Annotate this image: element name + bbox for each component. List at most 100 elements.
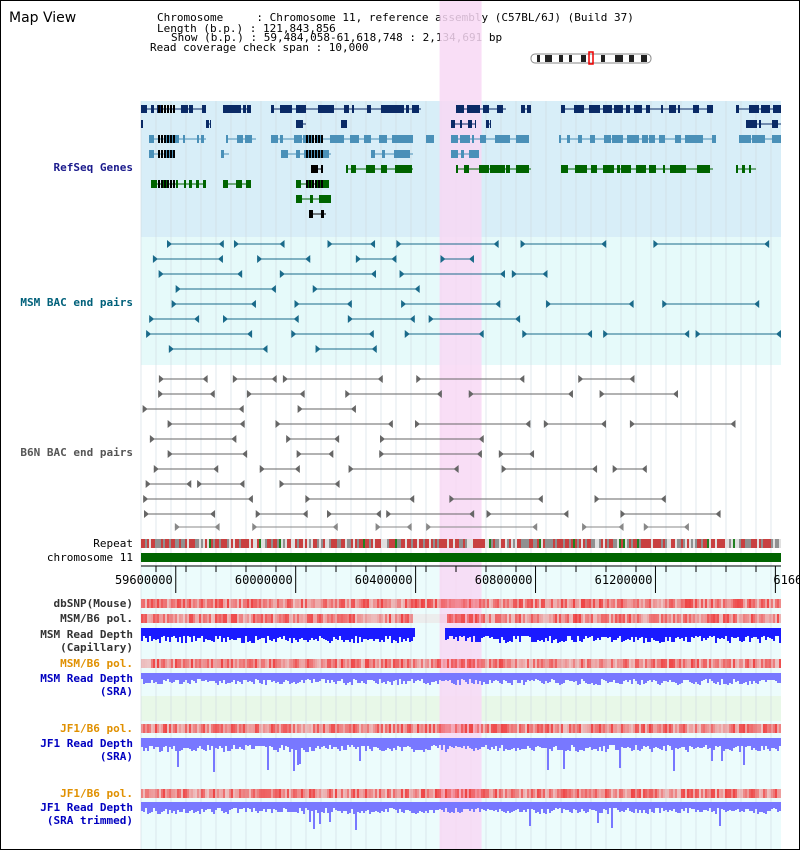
read-depth-bar <box>681 802 683 809</box>
read-depth-bar <box>685 802 687 808</box>
polymorphism-cell <box>549 659 551 668</box>
polymorphism-cell <box>407 789 409 798</box>
read-depth-bar <box>397 673 399 685</box>
read-depth-bar <box>725 628 727 636</box>
polymorphism-cell <box>205 659 207 668</box>
polymorphism-cell <box>605 724 607 733</box>
polymorphism-cell <box>209 789 211 798</box>
read-depth-bar <box>451 628 453 636</box>
polymorphism-cell <box>557 599 559 608</box>
polymorphism-cell <box>775 614 777 623</box>
gene-exon <box>286 105 292 113</box>
read-depth-bar <box>479 802 481 812</box>
read-depth-bar <box>381 802 383 811</box>
read-depth-bar <box>397 738 399 746</box>
read-depth-bar <box>761 628 763 637</box>
repeat-segment <box>173 539 175 548</box>
repeat-segment <box>221 539 223 548</box>
gene-exon <box>364 135 371 143</box>
gene-exon <box>395 105 404 113</box>
read-depth-bar <box>501 738 503 745</box>
polymorphism-cell <box>599 789 601 798</box>
read-depth-bar <box>185 628 187 643</box>
polymorphism-cell <box>779 724 781 733</box>
polymorphism-cell <box>363 614 365 623</box>
repeat-segment <box>779 539 781 548</box>
polymorphism-cell <box>207 599 209 608</box>
polymorphism-cell <box>767 789 769 798</box>
read-depth-bar <box>489 738 491 750</box>
repeat-segment <box>773 539 775 548</box>
read-depth-bar <box>325 802 327 808</box>
polymorphism-cell <box>753 599 755 608</box>
polymorphism-cell <box>649 659 651 668</box>
read-depth-bar <box>375 802 377 811</box>
bac-end-marker <box>146 330 152 338</box>
polymorphism-cell <box>177 599 179 608</box>
polymorphism-cell <box>229 599 231 608</box>
read-depth-bar <box>519 802 521 812</box>
gene-exon <box>400 165 410 173</box>
polymorphism-cell <box>425 659 427 668</box>
repeat-segment <box>639 539 641 548</box>
read-depth-bar <box>299 802 301 808</box>
polymorphism-cell <box>501 724 503 733</box>
bac-end-marker <box>247 330 253 338</box>
polymorphism-cell <box>611 614 613 623</box>
polymorphism-cell <box>297 789 299 798</box>
read-depth-bar <box>681 628 683 638</box>
gene-exon <box>309 150 320 158</box>
gene-exon-dense <box>321 135 323 143</box>
polymorphism-cell <box>657 659 659 668</box>
read-depth-bar <box>495 673 497 680</box>
polymorphism-cell <box>519 599 521 608</box>
polymorphism-cell <box>273 789 275 798</box>
read-depth-bar <box>227 673 229 683</box>
polymorphism-cell <box>217 614 219 623</box>
polymorphism-cell <box>513 659 515 668</box>
polymorphism-cell <box>753 724 755 733</box>
read-depth-bar <box>227 628 229 637</box>
gene-exon <box>247 105 251 113</box>
polymorphism-cell <box>651 614 653 623</box>
ruler-tick-label: 6166 <box>773 573 800 587</box>
gene-exon <box>749 105 759 113</box>
polymorphism-cell <box>287 614 289 623</box>
repeat-segment <box>407 539 409 548</box>
polymorphism-cell <box>593 724 595 733</box>
polymorphism-cell <box>759 789 761 798</box>
read-depth-bar <box>433 738 435 745</box>
polymorphism-cell <box>231 789 233 798</box>
read-depth-bar <box>337 673 339 681</box>
polymorphism-cell <box>329 659 331 668</box>
read-depth-bar <box>701 628 703 641</box>
repeat-segment <box>565 539 567 548</box>
polymorphism-cell <box>163 724 165 733</box>
polymorphism-cell <box>517 724 519 733</box>
repeat-segment <box>543 539 545 548</box>
read-depth-bar <box>633 628 635 642</box>
read-depth-bar <box>191 802 193 810</box>
polymorphism-cell <box>385 599 387 608</box>
read-depth-bar <box>751 738 753 750</box>
gene-exon <box>663 135 665 143</box>
polymorphism-cell <box>719 789 721 798</box>
polymorphism-cell <box>671 724 673 733</box>
repeat-segment <box>723 539 725 548</box>
read-depth-bar <box>675 628 677 638</box>
read-depth-bar <box>777 802 779 812</box>
polymorphism-cell <box>373 724 375 733</box>
read-depth-bar <box>461 738 463 748</box>
read-depth-bar <box>189 673 191 684</box>
polymorphism-cell <box>515 659 517 668</box>
repeat-segment <box>183 539 185 548</box>
read-depth-bar <box>529 628 531 637</box>
polymorphism-cell <box>267 599 269 608</box>
read-depth-bar <box>545 673 547 681</box>
gene-exon-dense <box>164 135 166 143</box>
read-depth-bar <box>689 628 691 642</box>
read-depth-bar <box>341 628 343 640</box>
polymorphism-cell <box>445 724 447 733</box>
read-depth-bar <box>149 673 151 683</box>
